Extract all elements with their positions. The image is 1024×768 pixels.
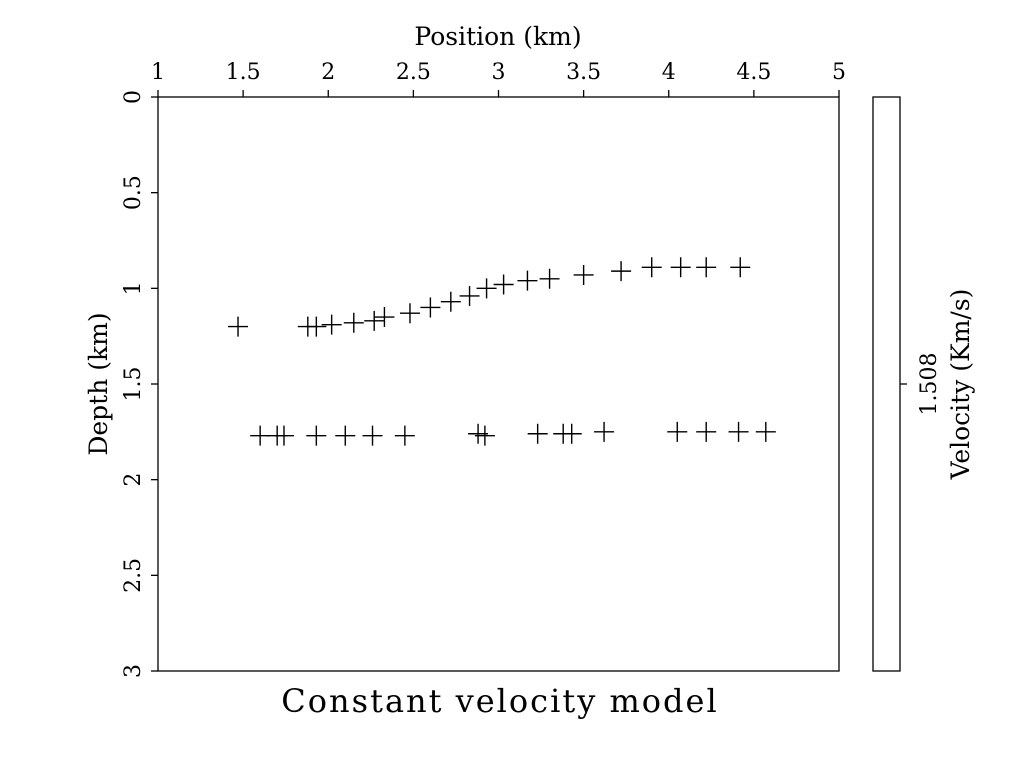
y-axis-title: Depth (km): [84, 312, 113, 455]
plus-marker-series-1: [573, 264, 594, 285]
plus-marker-series-1: [611, 261, 632, 282]
colorbar-tick-label: 1.508: [917, 353, 942, 416]
x-tick-label: 1.5: [226, 60, 261, 85]
plus-marker-series-2: [394, 425, 415, 446]
plus-marker-series-2: [728, 421, 749, 442]
plus-marker-series-2: [362, 425, 383, 446]
plus-marker-series-2: [273, 425, 294, 446]
plus-marker-series-1: [420, 297, 441, 318]
plus-marker-series-1: [343, 312, 364, 333]
plus-marker-series-2: [594, 421, 615, 442]
x-tick-label: 4.5: [736, 60, 771, 85]
plus-marker-series-2: [696, 421, 717, 442]
plus-marker-series-1: [476, 278, 497, 299]
y-tick-label: 0: [121, 90, 146, 104]
plus-marker-series-1: [641, 257, 662, 278]
y-tick-label: 3: [121, 664, 146, 678]
y-tick-label: 2.5: [121, 558, 146, 593]
x-tick-label: 2: [321, 60, 335, 85]
plus-marker-series-1: [321, 314, 342, 335]
plus-marker-series-1: [459, 285, 480, 306]
chart-title: Constant velocity model: [281, 682, 718, 720]
plus-marker-series-2: [250, 425, 271, 446]
x-axis-title: Position (km): [414, 22, 581, 51]
y-tick-label: 1: [121, 281, 146, 295]
plus-marker-series-1: [228, 316, 249, 337]
plus-marker-series-2: [667, 421, 688, 442]
y-tick-label: 2: [121, 473, 146, 487]
x-tick-label: 3: [492, 60, 506, 85]
x-tick-label: 3.5: [566, 60, 601, 85]
plus-marker-series-1: [440, 291, 461, 312]
plus-marker-series-1: [730, 257, 751, 278]
plus-marker-series-1: [493, 274, 514, 295]
plus-marker-series-2: [527, 423, 548, 444]
colorbar: [872, 96, 901, 672]
plus-marker-series-1: [539, 268, 560, 289]
plot-frame: [157, 96, 840, 672]
plus-marker-series-1: [696, 257, 717, 278]
plus-marker-series-1: [517, 270, 538, 291]
x-tick-label: 5: [832, 60, 846, 85]
plus-marker-series-2: [474, 425, 495, 446]
x-tick-label: 2.5: [396, 60, 431, 85]
x-axis-ticks: 1 1.5 2 2.5 3 3.5 4 4.5 5: [151, 60, 846, 97]
plus-marker-series-2: [306, 425, 327, 446]
plus-marker-series-1: [399, 303, 420, 324]
y-tick-label: 0.5: [121, 175, 146, 210]
colorbar-title: Velocity (Km/s): [946, 289, 975, 481]
plus-marker-series-1: [374, 307, 395, 328]
plus-marker-series-1: [306, 316, 327, 337]
plus-marker-series-2: [755, 421, 776, 442]
event-markers: [228, 257, 776, 446]
y-tick-label: 1.5: [121, 367, 146, 402]
x-tick-label: 1: [151, 60, 165, 85]
x-tick-label: 4: [662, 60, 676, 85]
y-axis-ticks: 0 0.5 1 1.5 2 2.5 3: [121, 90, 158, 678]
plus-marker-series-1: [670, 257, 691, 278]
plus-marker-series-2: [561, 423, 582, 444]
plus-marker-series-2: [335, 425, 356, 446]
plus-marker-series-1: [364, 310, 385, 331]
